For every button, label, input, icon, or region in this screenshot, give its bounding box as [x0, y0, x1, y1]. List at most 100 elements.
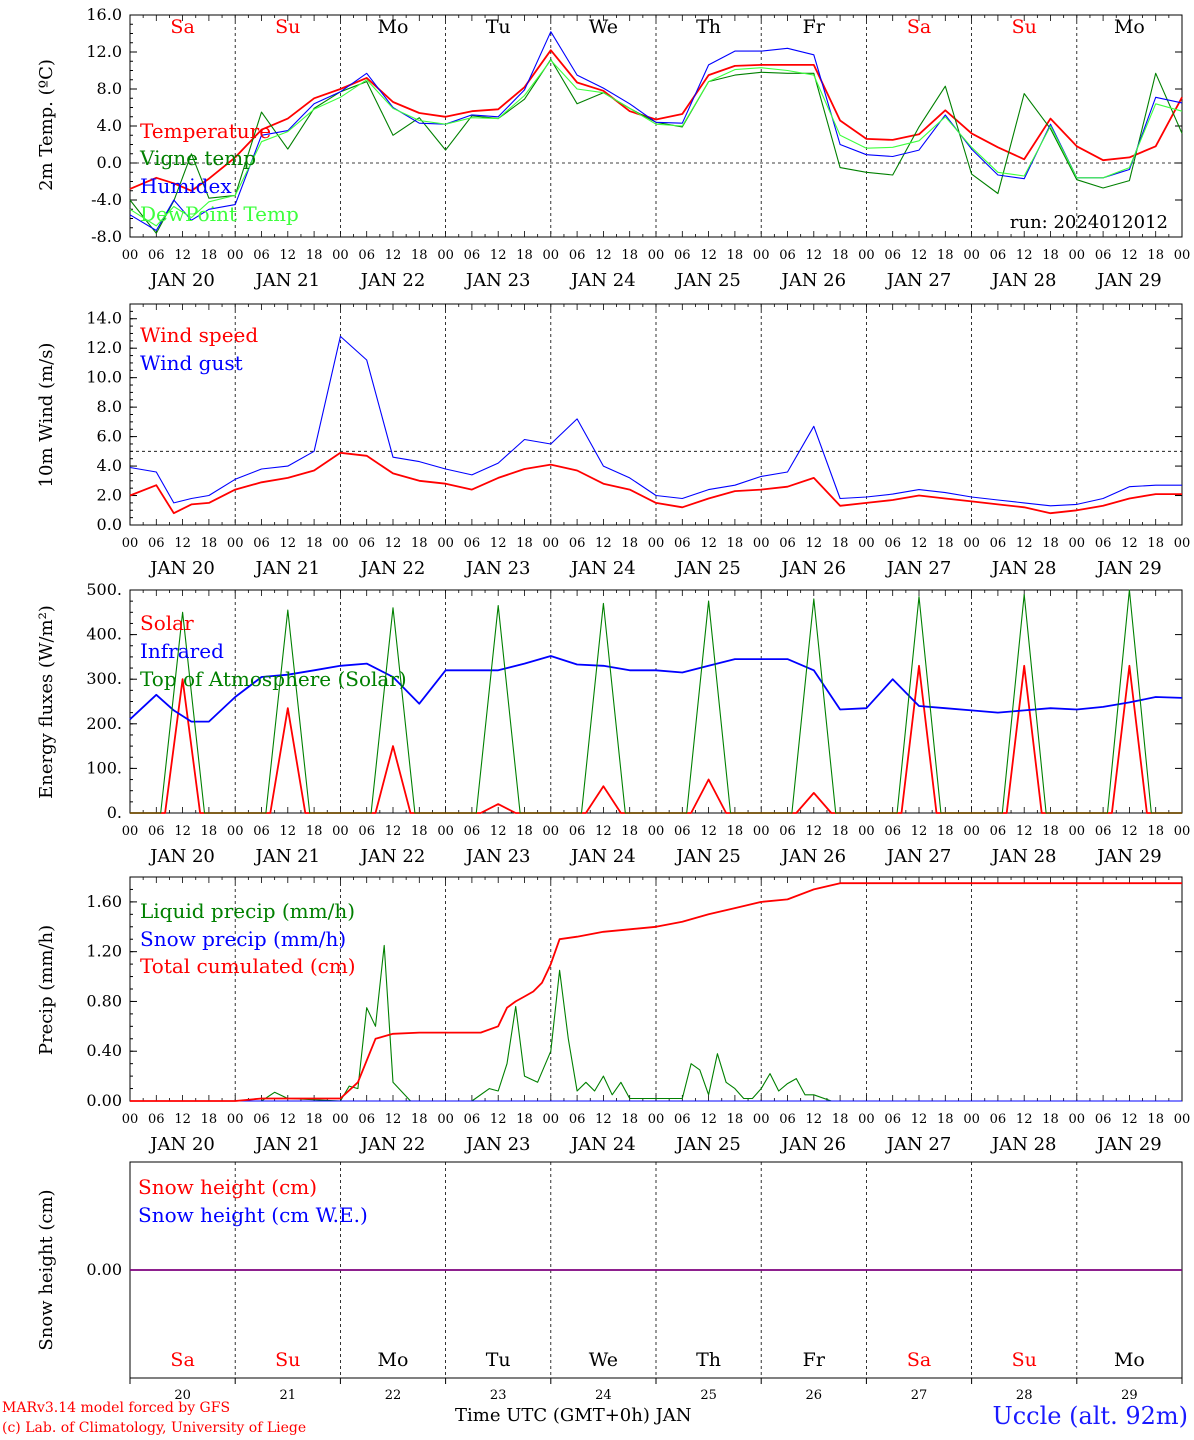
hour-tick-label: 00	[122, 824, 139, 839]
legend-entry: DewPoint Temp	[140, 202, 299, 226]
y-tick-label: 0.00	[86, 1091, 122, 1110]
hour-tick-label: 18	[727, 248, 744, 263]
day-number-label: 22	[385, 1388, 402, 1403]
hour-tick-label: 12	[1016, 536, 1033, 551]
weekday-label: Sa	[907, 1349, 931, 1371]
plot-frame	[129, 589, 1183, 814]
date-label: JAN 25	[674, 846, 741, 867]
hour-tick-label: 06	[674, 536, 691, 551]
hour-tick-label: 12	[280, 1112, 297, 1127]
date-label: JAN 26	[780, 846, 847, 867]
y-tick-label: 4.0	[97, 116, 122, 135]
y-tick-label: 0.0	[97, 153, 122, 172]
hour-tick-label: 00	[122, 536, 139, 551]
weekday-label: Tu	[486, 16, 511, 38]
hour-tick-label: 18	[727, 824, 744, 839]
weekday-label: Sa	[170, 16, 194, 38]
date-label: JAN 22	[359, 1134, 426, 1155]
date-label: JAN 27	[885, 270, 952, 291]
hour-tick-label: 06	[253, 824, 270, 839]
hour-tick-label: 06	[1095, 248, 1112, 263]
day-number-label: 24	[595, 1388, 612, 1403]
y-tick-label: 10.0	[86, 368, 122, 387]
series-infrared	[129, 655, 1183, 723]
hour-tick-label: 06	[569, 824, 586, 839]
hour-tick-label: 00	[1174, 824, 1191, 839]
hour-tick-label: 12	[700, 536, 717, 551]
y-tick-label: 6.0	[97, 427, 122, 446]
legend-entry: Snow height (cm W.E.)	[138, 1203, 368, 1227]
date-label: JAN 20	[148, 846, 215, 867]
hour-tick-label: 00	[1069, 1112, 1086, 1127]
hour-tick-label: 12	[174, 1112, 191, 1127]
hour-tick-label: 06	[779, 824, 796, 839]
y-tick-label: 100.	[86, 758, 122, 777]
date-label: JAN 21	[254, 1134, 321, 1155]
hour-tick-label: 18	[411, 248, 428, 263]
hour-tick-label: 06	[358, 536, 375, 551]
hour-tick-label: 06	[253, 1112, 270, 1127]
run-annotation: run: 2024012012	[1010, 212, 1168, 233]
weekday-label: Fr	[803, 1349, 826, 1371]
day-number-label: 23	[490, 1388, 507, 1403]
date-label: JAN 28	[990, 1134, 1057, 1155]
day-number-label: 25	[700, 1388, 717, 1403]
hour-tick-label: 00	[332, 536, 349, 551]
date-label: JAN 21	[254, 558, 321, 579]
hour-tick-label: 06	[358, 824, 375, 839]
hour-tick-label: 18	[621, 1112, 638, 1127]
hour-tick-label: 00	[753, 1112, 770, 1127]
legend-entry: Infrared	[140, 639, 224, 663]
hour-tick-label: 06	[148, 248, 165, 263]
hour-tick-label: 00	[543, 824, 560, 839]
hour-tick-label: 00	[543, 248, 560, 263]
hour-tick-label: 06	[569, 536, 586, 551]
date-label: JAN 27	[885, 846, 952, 867]
date-label: JAN 28	[990, 846, 1057, 867]
date-label: JAN 21	[254, 846, 321, 867]
hour-tick-label: 12	[595, 536, 612, 551]
hour-tick-label: 12	[911, 536, 928, 551]
y-tick-label: 1.60	[86, 892, 122, 911]
date-label: JAN 20	[148, 558, 215, 579]
x-axis-title: Time UTC (GMT+0h) JAN	[455, 1405, 692, 1426]
hour-tick-label: 12	[280, 248, 297, 263]
legend-entry: Snow precip (mm/h)	[140, 927, 346, 951]
y-tick-label: 0.0	[97, 515, 122, 534]
model-credit-line: MARv3.14 model forced by GFS	[2, 1400, 231, 1416]
date-label: JAN 22	[359, 846, 426, 867]
hour-tick-label: 00	[1174, 248, 1191, 263]
hour-tick-label: 18	[832, 248, 849, 263]
hour-tick-label: 06	[884, 536, 901, 551]
hour-tick-label: 18	[1147, 248, 1164, 263]
hour-tick-label: 18	[1042, 248, 1059, 263]
hour-tick-label: 06	[1095, 1112, 1112, 1127]
date-label: JAN 29	[1095, 558, 1162, 579]
weekday-label: Su	[1012, 1349, 1037, 1371]
hour-tick-label: 12	[490, 248, 507, 263]
y-tick-label: -4.0	[91, 190, 122, 209]
panel-fluxes	[129, 589, 1183, 814]
hour-tick-label: 00	[963, 248, 980, 263]
hour-tick-label: 12	[174, 536, 191, 551]
hour-tick-label: 18	[306, 1112, 323, 1127]
legend-entry: Liquid precip (mm/h)	[140, 899, 355, 923]
hour-tick-label: 18	[306, 824, 323, 839]
hour-tick-label: 06	[1095, 536, 1112, 551]
hour-tick-label: 12	[1016, 248, 1033, 263]
hour-tick-label: 18	[621, 536, 638, 551]
y-tick-label: 16.0	[86, 5, 122, 24]
hour-tick-label: 00	[227, 536, 244, 551]
y-tick-label: 0.40	[86, 1041, 122, 1060]
hour-tick-label: 00	[858, 824, 875, 839]
hour-tick-label: 00	[437, 824, 454, 839]
hour-tick-label: 00	[332, 1112, 349, 1127]
hour-tick-label: 12	[700, 248, 717, 263]
y-tick-label: 0.00	[86, 1260, 122, 1279]
hour-tick-label: 12	[1121, 824, 1138, 839]
date-label: JAN 26	[780, 558, 847, 579]
hour-tick-label: 06	[990, 248, 1007, 263]
hour-tick-label: 06	[779, 248, 796, 263]
legend-entry: Wind speed	[140, 323, 258, 347]
